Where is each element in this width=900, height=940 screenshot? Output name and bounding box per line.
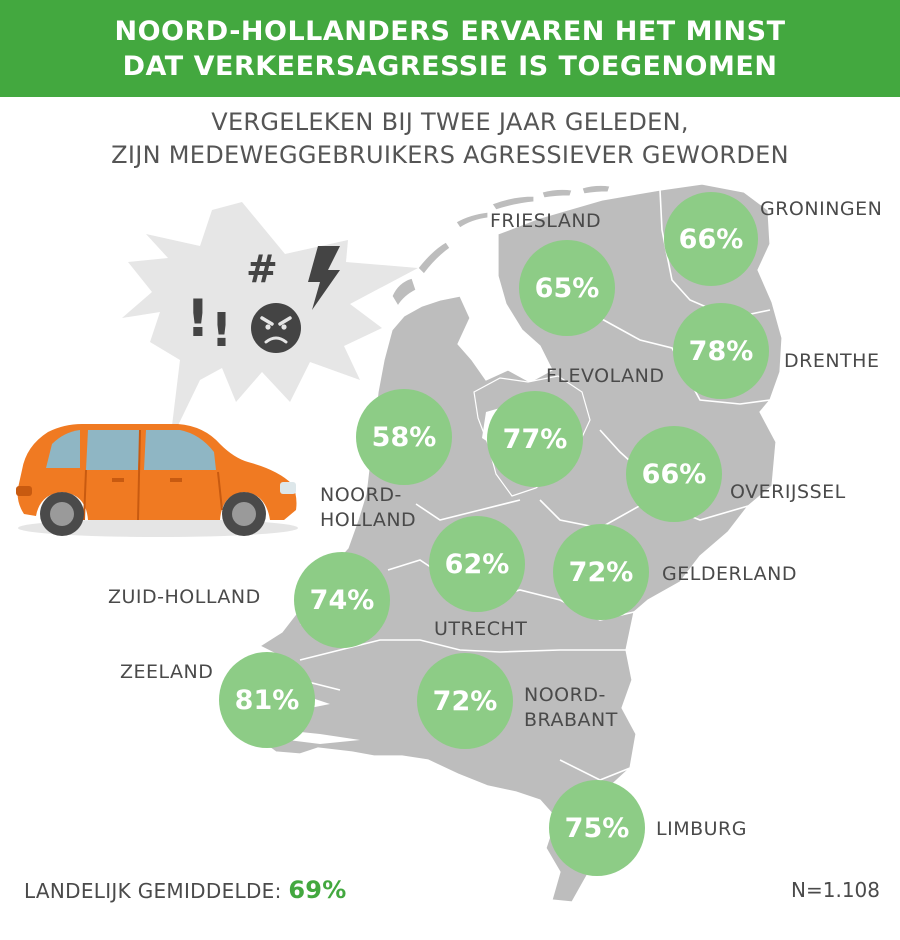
exclamation-symbol: ! [211,303,232,357]
province-label-groningen: GRONINGEN [760,198,883,220]
value-bubble-gelderland: 72% [553,524,649,620]
province-label-noord-holland: NOORD- HOLLAND [320,484,417,531]
title-banner: NOORD-HOLLANDERS ERVAREN HET MINST DAT V… [0,0,900,97]
value-bubble-groningen: 66% [664,192,758,286]
province-label-friesland: FRIESLAND [490,210,602,232]
national-average: LANDELIJK GEMIDDELDE: 69% [24,876,347,904]
speech-bubble-icon: ! ! # [122,202,418,442]
value-bubble-noord-brabant: 72% [417,653,513,749]
subtitle: VERGELEKEN BIJ TWEE JAAR GELEDEN, ZIJN M… [0,106,900,172]
subtitle-line-2: ZIJN MEDEWEGGEBRUIKERS AGRESSIEVER GEWOR… [111,141,789,169]
value-bubble-drenthe: 78% [673,303,769,399]
province-label-noord-brabant: NOORD- BRABANT [524,684,618,731]
exclamation-symbol: ! [186,289,210,349]
national-average-value: 69% [288,876,347,904]
angry-face-icon [251,303,301,353]
province-label-overijssel: OVERIJSSEL [730,481,846,503]
province-label-limburg: LIMBURG [656,818,747,840]
value-bubble-noord-holland: 58% [356,389,452,485]
value-bubble-zeeland: 81% [219,652,315,748]
province-label-zeeland: ZEELAND [120,661,214,683]
value-bubble-friesland: 65% [519,240,615,336]
province-label-gelderland: GELDERLAND [662,563,798,585]
title-line-1: NOORD-HOLLANDERS ERVAREN HET MINST [114,15,786,47]
car-icon [16,424,298,537]
value-bubble-zuid-holland: 74% [294,552,390,648]
sample-size: N=1.108 [791,878,880,902]
value-bubble-overijssel: 66% [626,426,722,522]
value-bubble-limburg: 75% [549,780,645,876]
national-average-label: LANDELIJK GEMIDDELDE: [24,879,282,903]
hash-symbol: # [246,247,278,291]
title-line-2: DAT VERKEERSAGRESSIE IS TOEGENOMEN [122,50,778,82]
lightning-icon [308,246,340,310]
value-bubble-flevoland: 77% [487,391,583,487]
value-bubble-utrecht: 62% [429,516,525,612]
subtitle-line-1: VERGELEKEN BIJ TWEE JAAR GELEDEN, [211,108,689,136]
province-label-zuid-holland: ZUID-HOLLAND [108,586,261,608]
province-label-utrecht: UTRECHT [434,618,528,640]
province-label-flevoland: FLEVOLAND [546,365,665,387]
province-label-drenthe: DRENTHE [784,350,880,372]
